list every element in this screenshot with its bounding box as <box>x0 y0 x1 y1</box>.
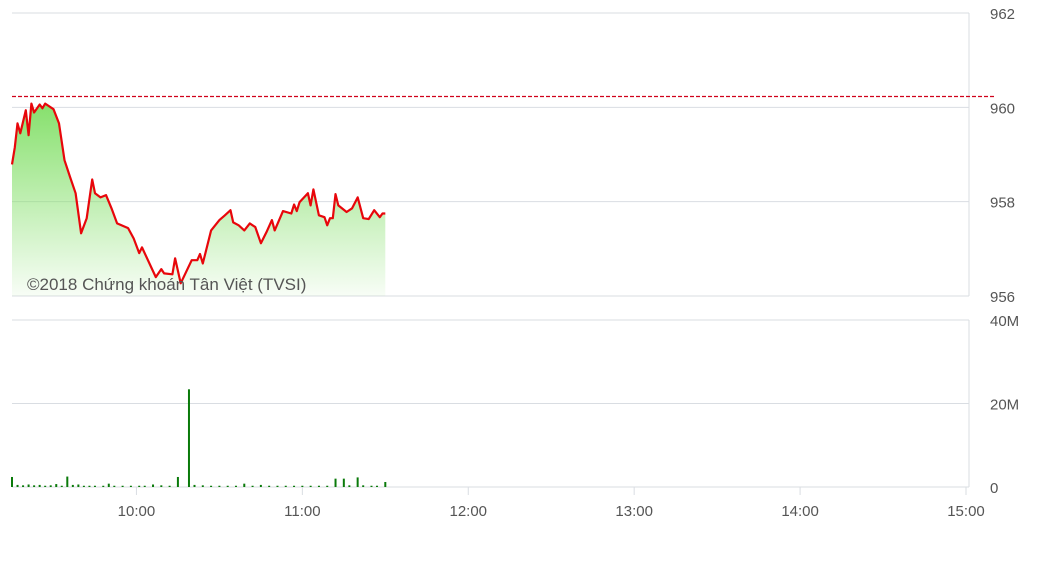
x-tick-label: 14:00 <box>781 503 819 520</box>
volume-bar <box>113 485 116 487</box>
volume-bar <box>88 485 91 487</box>
volume-bar <box>82 485 85 487</box>
volume-bar <box>129 485 132 487</box>
volume-bar <box>66 476 69 487</box>
price-tick-label: 958 <box>990 195 1015 212</box>
volume-bar <box>384 481 387 487</box>
volume-bar <box>168 485 171 487</box>
volume-bar <box>210 485 213 487</box>
volume-bar <box>102 485 105 487</box>
volume-bar <box>251 485 254 487</box>
volume-bar <box>268 485 271 487</box>
volume-bar <box>342 478 345 487</box>
volume-bar <box>317 485 320 487</box>
price-line <box>10 102 386 285</box>
x-tick-label: 12:00 <box>449 503 487 520</box>
price-area-fill <box>12 103 386 296</box>
x-tick-label: 11:00 <box>284 503 320 520</box>
volume-bar <box>38 484 41 487</box>
volume-bar <box>362 485 365 487</box>
volume-bar <box>121 485 124 487</box>
volume-bar <box>284 485 287 487</box>
volume-bar <box>187 389 190 487</box>
volume-bar <box>22 485 25 487</box>
volume-bar <box>160 485 163 487</box>
volume-bar <box>334 478 337 487</box>
volume-bar <box>293 485 296 487</box>
volume-bar <box>356 477 359 487</box>
volume-bar <box>348 485 351 487</box>
volume-bar <box>370 485 373 487</box>
grid <box>12 12 970 488</box>
volume-bar <box>71 484 74 487</box>
volume-bar <box>301 485 304 487</box>
x-tick-label: 10:00 <box>118 503 156 520</box>
volume-bar <box>193 484 196 487</box>
price-tick-label: 956 <box>990 289 1015 306</box>
volume-bar <box>326 485 329 487</box>
volume-bar <box>376 485 379 487</box>
volume-bar <box>309 485 312 487</box>
volume-bar <box>107 483 110 487</box>
price-panel <box>10 95 996 296</box>
volume-bar <box>226 485 229 487</box>
volume-bar <box>49 485 52 487</box>
watermark: ©2018 Chứng khoán Tân Việt (TVSI) <box>27 275 306 294</box>
volume-tick-label: 40M <box>990 313 1019 330</box>
volume-bar <box>60 485 63 487</box>
volume-bar <box>93 485 96 487</box>
axes: 962 960 958 956 40M 20M 0 10:00 11:00 12:00 13:00 1… <box>118 6 1020 520</box>
volume-bar <box>176 476 179 487</box>
volume-bar <box>44 485 47 487</box>
volume-bar <box>259 484 262 487</box>
volume-bar <box>276 485 279 487</box>
volume-panel <box>11 389 387 487</box>
volume-bar <box>11 476 13 487</box>
volume-bar <box>27 484 30 487</box>
volume-bar <box>55 484 58 487</box>
x-tick-label: 13:00 <box>615 503 653 520</box>
volume-bar <box>243 483 246 487</box>
volume-tick-label: 20M <box>990 397 1019 414</box>
volume-bar <box>152 484 155 487</box>
volume-bar <box>218 485 221 487</box>
volume-bar <box>138 485 141 487</box>
volume-bar <box>201 485 204 487</box>
volume-tick-label: 0 <box>990 480 998 497</box>
volume-bar <box>33 485 36 487</box>
volume-bar <box>16 484 19 487</box>
x-tick-label: 15:00 <box>947 503 985 520</box>
price-tick-label: 960 <box>990 100 1015 117</box>
volume-bar <box>143 485 146 487</box>
price-tick-label: 962 <box>990 6 1015 23</box>
volume-bar <box>234 485 237 487</box>
volume-bar <box>77 484 80 487</box>
